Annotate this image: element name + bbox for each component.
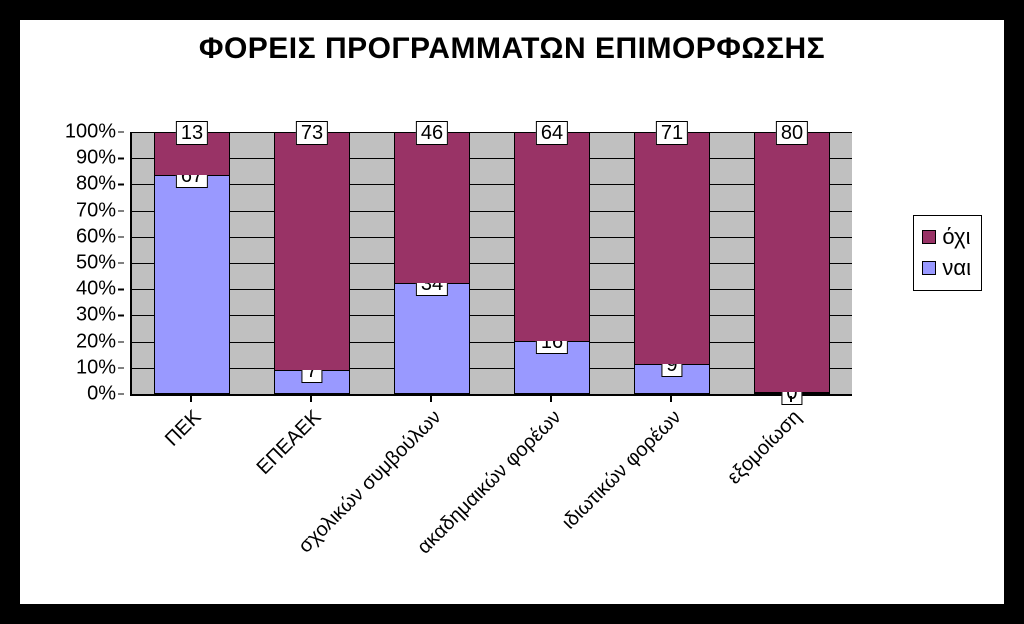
bar-segment-όχι: 73 xyxy=(275,133,350,370)
chart-title: ΦΟΡΕΙΣ ΠΡΟΓΡΑΜΜΑΤΩΝ ΕΠΙΜΟΡΦΩΣΗΣ xyxy=(20,32,1004,66)
x-axis: ΠΕΚΕΠΕΑΕΚσχολικών συμβούλωνακαδημαικών φ… xyxy=(130,396,850,606)
y-tick-label: 80% xyxy=(76,173,124,196)
x-tick xyxy=(790,396,792,402)
bar-segment-όχι: 71 xyxy=(635,133,710,364)
bar-segment-όχι: 46 xyxy=(395,133,470,283)
x-tick-label: εξομοίωση xyxy=(723,406,806,489)
y-tick-label: 90% xyxy=(76,147,124,170)
bar-segment-ναι: 67 xyxy=(155,175,230,393)
bar-slot: 6713 xyxy=(132,132,252,394)
x-tick xyxy=(670,396,672,402)
bar: 1664 xyxy=(514,132,591,394)
bar-segment-label: 80 xyxy=(776,121,808,145)
y-axis: 0%10%20%30%40%50%60%70%80%90%100% xyxy=(20,132,130,394)
x-tick-label: ΠΕΚ xyxy=(161,406,206,451)
x-tick xyxy=(310,396,312,402)
y-tick-label: 50% xyxy=(76,252,124,275)
bar-slot: 080 xyxy=(732,132,852,394)
bar-segment-ναι: 9 xyxy=(635,364,710,393)
x-slot: ΠΕΚ xyxy=(130,396,250,606)
bar: 971 xyxy=(634,132,711,394)
bar-segment-ναι: 34 xyxy=(395,283,470,394)
x-tick xyxy=(190,396,192,402)
y-tick-label: 60% xyxy=(76,225,124,248)
bar: 3446 xyxy=(394,132,471,394)
legend-item: ναι xyxy=(922,253,971,284)
bar-segment-ναι: 0 xyxy=(755,392,830,393)
bars-container: 6713 773 3446 1664 971 080 xyxy=(132,132,852,394)
x-tick xyxy=(430,396,432,402)
y-tick-label: 10% xyxy=(76,356,124,379)
legend-swatch xyxy=(922,261,936,275)
x-slot: ιδιωτικών φορέων xyxy=(610,396,730,606)
legend-item: όχι xyxy=(922,222,971,253)
legend-label: όχι xyxy=(942,222,970,253)
legend-label: ναι xyxy=(942,253,971,284)
x-slot: εξομοίωση xyxy=(730,396,850,606)
y-tick-label: 100% xyxy=(65,121,124,144)
y-tick-label: 20% xyxy=(76,330,124,353)
y-tick-label: 40% xyxy=(76,278,124,301)
bar-segment-όχι: 80 xyxy=(755,133,830,392)
bar-segment-label: 71 xyxy=(656,121,688,145)
bar: 773 xyxy=(274,132,351,394)
y-tick-label: 30% xyxy=(76,304,124,327)
bar-slot: 1664 xyxy=(492,132,612,394)
outer-frame: ΦΟΡΕΙΣ ΠΡΟΓΡΑΜΜΑΤΩΝ ΕΠΙΜΟΡΦΩΣΗΣ 0% 10% 20%… xyxy=(0,0,1024,624)
bar-segment-ναι: 16 xyxy=(515,341,590,393)
bar: 080 xyxy=(754,132,831,394)
bar-slot: 971 xyxy=(612,132,732,394)
bar-segment-ναι: 7 xyxy=(275,370,350,393)
bar-slot: 3446 xyxy=(372,132,492,394)
bar-segment-label: 13 xyxy=(176,121,208,145)
plot-area: 6713 773 3446 1664 971 080 xyxy=(130,132,852,396)
legend-swatch xyxy=(922,230,936,244)
chart-frame: ΦΟΡΕΙΣ ΠΡΟΓΡΑΜΜΑΤΩΝ ΕΠΙΜΟΡΦΩΣΗΣ 0% 10% 20%… xyxy=(20,20,1004,604)
bar-segment-label: 46 xyxy=(416,121,448,145)
x-tick-label: ΕΠΕΑΕΚ xyxy=(253,406,327,480)
bar-segment-label: 64 xyxy=(536,121,568,145)
x-tick xyxy=(550,396,552,402)
bar-slot: 773 xyxy=(252,132,372,394)
bar-segment-όχι: 13 xyxy=(155,133,230,175)
bar-segment-όχι: 64 xyxy=(515,133,590,341)
legend: όχιναι xyxy=(913,215,982,291)
bar: 6713 xyxy=(154,132,231,394)
bar-segment-label: 73 xyxy=(296,121,328,145)
y-tick-label: 0% xyxy=(87,383,124,406)
y-tick-label: 70% xyxy=(76,199,124,222)
